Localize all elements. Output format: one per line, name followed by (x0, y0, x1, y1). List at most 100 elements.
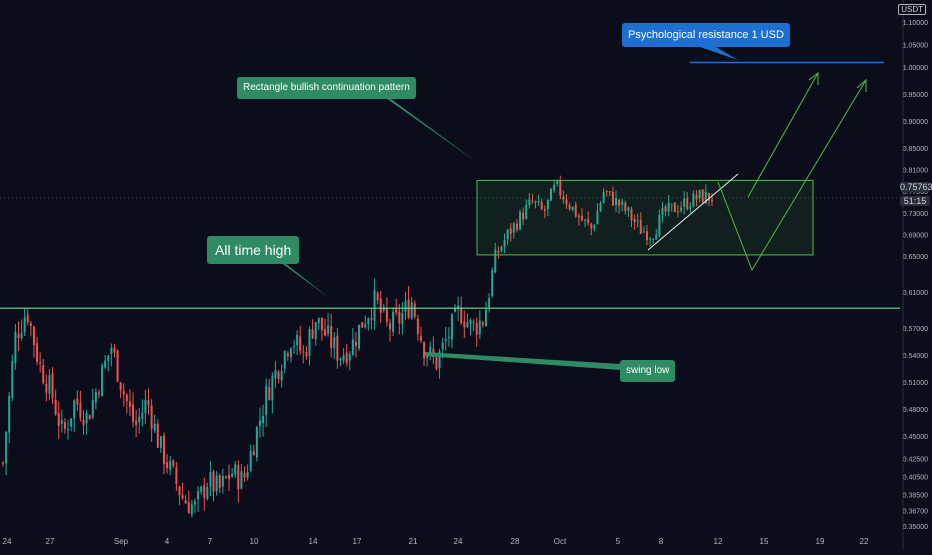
candle-body (664, 206, 667, 212)
y-tick-label: 1.00000 (903, 65, 928, 72)
ath-callout[interactable]: All time high (207, 236, 300, 264)
candle-body (615, 198, 618, 206)
candle-body (265, 386, 268, 415)
candle-body (286, 353, 289, 357)
rectangle-pattern-callout[interactable]: Rectangle bullish continuation pattern (237, 77, 416, 99)
swing-low-label: swing low (626, 365, 670, 376)
candle-body (268, 387, 271, 400)
candle-body (596, 211, 599, 225)
candle-body (342, 355, 345, 361)
candle-body (11, 361, 14, 398)
candle-body (193, 501, 196, 505)
swing-low-callout[interactable]: swing low (620, 360, 676, 382)
candle-body (491, 270, 494, 297)
candle-body (224, 476, 227, 478)
candle-body (577, 215, 580, 218)
candle-body (500, 246, 503, 252)
candle-body (2, 462, 4, 464)
candle-body (695, 194, 698, 200)
candle-body (392, 311, 395, 332)
y-tick-label: 0.77000 (903, 189, 928, 196)
candle-body (57, 413, 60, 426)
y-tick-label: 0.54000 (903, 353, 928, 360)
candle-body (438, 351, 441, 369)
candle-body (686, 197, 689, 209)
resistance-callout[interactable]: Psychological resistance 1 USD (622, 23, 790, 47)
projection-path-a (747, 72, 819, 198)
candle-body (293, 345, 296, 347)
candle-body (457, 305, 460, 309)
candle-body (692, 193, 695, 207)
candle-body (320, 317, 323, 331)
candle-body (680, 207, 683, 211)
candle-body (379, 298, 382, 313)
y-tick-label: 0.65000 (903, 254, 928, 261)
y-axis: 0.35000 0.36700 0.38500 0.40500 0.42500 0.450… (902, 0, 928, 550)
projection-path-b (717, 79, 867, 272)
candle-body (88, 415, 91, 420)
candle-body (255, 427, 258, 458)
candle-body (475, 323, 478, 335)
x-tick-label: 19 (816, 537, 825, 546)
candle-body (670, 203, 673, 205)
x-tick-label: 22 (860, 537, 869, 546)
candle-body (481, 322, 484, 326)
candle-body (104, 360, 107, 368)
candle-body (608, 191, 611, 193)
candle-body (618, 199, 621, 207)
candle-body (395, 309, 398, 313)
x-tick-label: 14 (309, 537, 318, 546)
candle-body (296, 335, 299, 346)
candle-body (673, 202, 676, 212)
x-tick-label: 15 (760, 537, 769, 546)
candle-body (345, 352, 348, 364)
candle-body (683, 198, 686, 207)
candle-body (122, 390, 125, 395)
candle-body (181, 494, 184, 499)
candle-body (522, 212, 525, 220)
candle-body (559, 180, 562, 196)
candle-body (39, 362, 42, 364)
candle-body (556, 180, 559, 185)
candle-body (277, 371, 280, 380)
candle-body (367, 318, 370, 324)
candle-body (698, 190, 701, 199)
candle-body (454, 307, 457, 312)
candle-body (169, 460, 172, 470)
candle-body (60, 419, 63, 424)
candle-body (67, 428, 70, 430)
candle-body (488, 298, 491, 308)
candle-body (82, 419, 85, 426)
candle-body (469, 319, 472, 325)
candle-body (132, 404, 135, 422)
y-tick-label: 0.51000 (903, 380, 928, 387)
candle-body (447, 337, 450, 339)
candle-body (401, 313, 404, 325)
currency-badge[interactable]: USDT (898, 4, 926, 15)
y-tick-label: 0.42500 (903, 457, 928, 464)
candle-body (289, 348, 292, 358)
candle-body (711, 199, 713, 202)
y-tick-label: 0.61000 (903, 290, 928, 297)
candle-body (515, 223, 518, 230)
candle-body (119, 382, 122, 391)
candle-body (531, 200, 534, 202)
candle-body (441, 342, 444, 350)
current-price-tag: 0.75763 (900, 182, 932, 192)
candle-body (197, 491, 200, 500)
candle-body (398, 311, 401, 324)
candle-body (550, 188, 553, 201)
candle-body (113, 347, 116, 353)
candle-body (175, 467, 178, 484)
x-tick-label: 10 (250, 537, 259, 546)
candle-body (314, 322, 317, 340)
candle-body (125, 394, 128, 402)
candle-body (48, 375, 51, 394)
x-axis: 24 27 Sep 4 7 10 14 17 21 24 28 Oct 5 8 12 15 19 22 (3, 537, 869, 546)
candle-body (497, 250, 500, 253)
candle-body (299, 336, 302, 352)
y-tick-label: 0.48000 (903, 407, 928, 414)
candle-body (667, 202, 670, 212)
candle-body (580, 215, 583, 221)
